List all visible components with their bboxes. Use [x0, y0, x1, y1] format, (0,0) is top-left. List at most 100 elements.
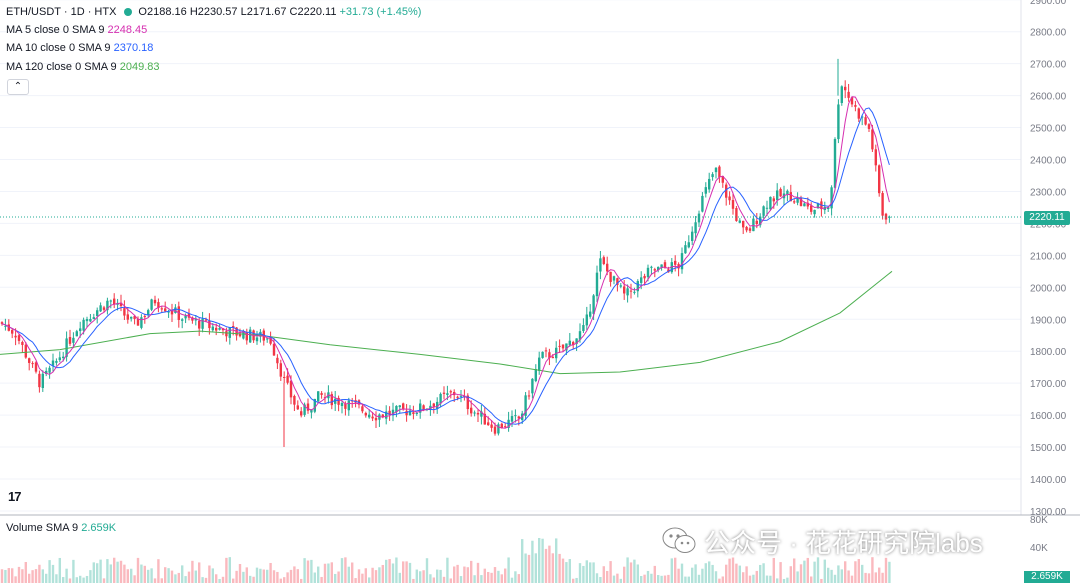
- candle-body: [198, 320, 201, 329]
- candle-body: [300, 411, 303, 416]
- candle-body: [211, 326, 214, 331]
- candle-body: [102, 307, 106, 310]
- candle-body: [806, 202, 809, 207]
- volume-bar: [636, 564, 639, 583]
- volume-bar: [861, 564, 864, 583]
- tradingview-logo-icon[interactable]: 17: [8, 489, 21, 504]
- volume-bar: [55, 574, 58, 583]
- volume-bar: [534, 553, 537, 583]
- volume-bar: [45, 573, 48, 583]
- volume-bar: [650, 573, 653, 583]
- volume-bar: [425, 558, 429, 583]
- volume-bar: [878, 567, 881, 583]
- price-axis[interactable]: 1300.00 1400.00 1500.00 1600.00 1700.00 1800.…: [1030, 0, 1067, 518]
- volume-bar: [361, 573, 364, 583]
- candle-body: [878, 165, 881, 194]
- candle-body: [493, 426, 497, 434]
- candle-body: [334, 398, 337, 404]
- candle-body: [164, 308, 167, 312]
- volume-bar: [279, 578, 282, 583]
- symbol-title[interactable]: ETH/USDT · 1D · HTX: [6, 6, 117, 18]
- volume-bar: [660, 575, 663, 583]
- volume-bar: [317, 566, 320, 583]
- volume-bar: [31, 570, 34, 583]
- volume-bar: [181, 565, 184, 583]
- volume-bar: [643, 574, 646, 583]
- ma120-legend[interactable]: MA 120 close 0 SMA 9 2049.83: [6, 60, 160, 74]
- price-tick-label: 2500.00: [1030, 124, 1067, 135]
- candle-body: [62, 356, 65, 359]
- candle-body: [48, 367, 51, 373]
- volume-bar: [439, 569, 442, 583]
- ohlc-change: +31.73 (+1.45%): [339, 6, 422, 18]
- candle-body: [4, 325, 7, 327]
- candle-body: [55, 360, 58, 363]
- candle-body: [272, 343, 276, 356]
- candle-body: [745, 226, 748, 231]
- volume-bar: [888, 561, 891, 583]
- candle-body: [619, 285, 622, 287]
- candle-body: [561, 344, 565, 349]
- volume-bar: [153, 578, 157, 583]
- candle-body: [510, 416, 514, 422]
- candle-body: [551, 356, 554, 359]
- volume-bar: [657, 575, 660, 583]
- candle-body: [810, 205, 813, 212]
- volume-bar: [119, 560, 123, 583]
- volume-bar: [11, 568, 14, 583]
- ma10-legend[interactable]: MA 10 close 0 SMA 9 2370.18: [6, 41, 153, 55]
- volume-bar: [140, 564, 143, 583]
- candle-body: [629, 290, 633, 292]
- candle-body: [106, 300, 109, 311]
- volume-bar: [330, 562, 333, 583]
- candle-body: [718, 166, 721, 178]
- candle-body: [449, 391, 452, 393]
- volume-bar: [517, 574, 520, 583]
- volume-bar: [313, 572, 316, 583]
- candle-body: [837, 104, 840, 140]
- candle-body: [674, 260, 677, 265]
- volume-bar: [381, 564, 384, 583]
- volume-bar: [609, 561, 612, 583]
- volume-bar: [116, 561, 119, 583]
- collapse-legend-button[interactable]: ⌃: [7, 79, 29, 95]
- candle-body: [0, 322, 4, 324]
- volume-bar: [351, 562, 354, 583]
- volume-bar: [296, 569, 299, 583]
- candle-body: [738, 220, 741, 223]
- volume-bar: [385, 559, 388, 583]
- volume-bar: [306, 560, 310, 583]
- volume-bar: [340, 558, 344, 583]
- volume-bar: [24, 561, 27, 583]
- volume-bar: [803, 560, 806, 583]
- volume-bar: [415, 569, 418, 583]
- candle-body: [793, 201, 796, 203]
- volume-bar: [728, 558, 731, 583]
- candle-body: [640, 277, 643, 283]
- volume-bar: [748, 575, 752, 583]
- volume-bar: [602, 566, 605, 583]
- volume-bar: [249, 575, 252, 583]
- candle-body: [687, 242, 690, 248]
- volume-bar: [89, 570, 92, 583]
- volume-bar: [408, 562, 412, 583]
- ma5-legend[interactable]: MA 5 close 0 SMA 9 2248.45: [6, 23, 147, 37]
- candle-body: [279, 363, 282, 377]
- candle-body: [534, 369, 537, 382]
- volume-bar: [847, 570, 850, 583]
- volume-bar: [334, 573, 337, 583]
- price-tick-label: 2800.00: [1030, 28, 1067, 39]
- price-tick-label: 2600.00: [1030, 92, 1067, 103]
- volume-legend[interactable]: Volume SMA 9 2.659K: [6, 522, 116, 534]
- candle-body: [364, 412, 367, 416]
- volume-bar: [745, 566, 748, 583]
- candle-body: [402, 403, 405, 409]
- ma120-value: 2049.83: [119, 61, 160, 73]
- volume-bar: [238, 564, 242, 583]
- candle-body: [827, 207, 830, 210]
- volume-bar: [126, 569, 129, 583]
- volume-last-tag: 2.659K: [1024, 571, 1070, 583]
- ma120-line: [0, 270, 893, 375]
- candle-body: [857, 108, 860, 119]
